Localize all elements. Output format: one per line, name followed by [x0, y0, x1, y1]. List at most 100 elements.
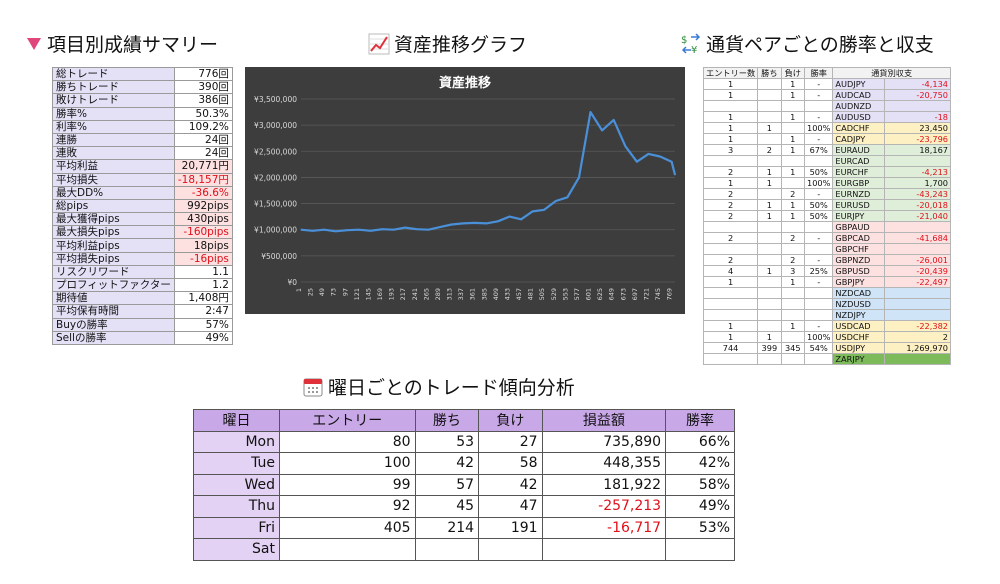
- summary-row: 期待値 1,408円: [52, 291, 233, 306]
- weekday-win-rate: 66%: [665, 430, 735, 453]
- pair-win-rate: 50%: [803, 166, 834, 178]
- pair-entry-count: [702, 298, 759, 310]
- pair-win-rate: -: [803, 89, 834, 101]
- weekday-pnl: [541, 538, 667, 561]
- pair-lose-count: 1: [780, 89, 805, 101]
- chart-data-point: [624, 145, 626, 147]
- weekday-win: 57: [414, 473, 480, 496]
- chart-x-tick-label: 313: [446, 288, 454, 300]
- pair-entry-count: 1: [702, 177, 759, 189]
- chart-data-point: [393, 229, 395, 231]
- pair-win-count: [757, 188, 782, 200]
- pair-row: 1 1- CADJPY -23,796: [702, 133, 952, 145]
- pair-name: AUDJPY: [832, 78, 885, 90]
- pair-lose-count: [780, 155, 805, 167]
- pair-row: 2 2- EURNZD -43,243: [702, 188, 952, 200]
- pair-win-rate: -: [803, 133, 834, 145]
- chart-data-point: [427, 229, 430, 231]
- weekday-entry: 92: [279, 495, 416, 518]
- pair-win-count: 1: [757, 199, 782, 211]
- pair-pnl: -22,497: [883, 276, 952, 288]
- pair-name: GBPCAD: [832, 232, 885, 244]
- chart-x-tick-label: 193: [388, 288, 396, 300]
- chart-x-tick-label: 25: [307, 288, 315, 296]
- pair-name: EURCAD: [832, 155, 885, 167]
- pair-header-cell: 負け: [780, 67, 805, 79]
- currency-pair-table-body: エントリー数 勝ち 負け 勝率 通貨別収支 1 1- AUDJPY -4,134 1 1- AUDCA…: [702, 67, 952, 365]
- summary-row: 平均保有時間 2:47: [52, 304, 233, 319]
- pair-name: AUDNZD: [832, 100, 885, 112]
- pair-name: AUDUSD: [832, 111, 885, 123]
- weekday-win-rate: 58%: [665, 473, 735, 496]
- summary-value: 1.2: [173, 277, 233, 293]
- chart-data-point: [601, 129, 603, 131]
- chart-x-tick-label: 361: [469, 288, 477, 300]
- summary-section-title: 項目別成績サマリー: [27, 30, 218, 57]
- pair-win-rate: -: [803, 111, 834, 123]
- weekday-lose: 47: [478, 495, 543, 518]
- pair-win-rate: 50%: [803, 199, 834, 211]
- pair-pnl: -23,796: [883, 133, 952, 145]
- weekday-entry: 80: [279, 430, 416, 453]
- pair-win-count: [757, 111, 782, 123]
- chart-x-tick-label: 721: [642, 288, 650, 300]
- chart-x-tick-label: 577: [573, 288, 581, 300]
- pair-pnl: [883, 221, 952, 233]
- weekday-win-rate: 53%: [665, 516, 735, 539]
- pair-lose-count: 1: [780, 111, 805, 123]
- pair-win-count: 399: [757, 342, 782, 354]
- pair-lose-count: 2: [780, 232, 805, 244]
- weekday-row: Tue 100 42 58 448,355 42%: [193, 452, 735, 475]
- pair-win-rate: [803, 287, 834, 299]
- pair-win-count: [757, 276, 782, 288]
- chart-x-tick-label: 553: [561, 288, 569, 300]
- summary-label: プロフィットファクター: [52, 277, 175, 293]
- pair-lose-count: [780, 331, 805, 343]
- pair-row: 1 1 100% CADCHF 23,450: [702, 122, 952, 134]
- pair-name: EURGBP: [832, 177, 885, 189]
- pair-entry-count: 1: [702, 320, 759, 332]
- weekday-pnl: 448,355: [541, 452, 667, 475]
- pair-pnl: [883, 155, 952, 167]
- pair-pnl: [883, 353, 952, 365]
- pair-row: 744 399 345 54% USDJPY 1,269,970: [702, 342, 952, 354]
- chart-data-point: [674, 174, 676, 176]
- chart-x-tick-label: 97: [341, 288, 349, 296]
- pair-row: 3 2 1 67% EURAUD 18,167: [702, 144, 952, 156]
- weekday-entry: 100: [279, 452, 416, 475]
- chart-data-point: [671, 161, 673, 163]
- chart-data-point: [566, 196, 568, 198]
- summary-value: 390回: [173, 80, 233, 95]
- summary-label: 期待値: [52, 291, 175, 306]
- summary-row: 総pips 992pips: [52, 198, 233, 214]
- weekday-header-cell: 損益額: [541, 409, 667, 432]
- weekday-lose: 58: [478, 452, 543, 475]
- chart-x-tick-label: 49: [318, 288, 326, 296]
- pair-row: 1 1 100% USDCHF 2: [702, 331, 952, 343]
- pair-pnl: [883, 298, 952, 310]
- pair-row: NZDUSD: [702, 298, 952, 310]
- pair-entry-count: [702, 353, 759, 365]
- pair-win-count: [757, 155, 782, 167]
- chart-x-tick-label: 601: [585, 288, 593, 300]
- summary-label: リスクリワード: [52, 264, 175, 280]
- pair-pnl: -20,018: [883, 199, 952, 211]
- weekday-row: Thu 92 45 47 -257,213 49%: [193, 495, 735, 518]
- pair-row: 4 1 3 25% GBPUSD -20,439: [702, 265, 952, 277]
- summary-label: 総トレード: [52, 66, 175, 82]
- chart-data-point: [450, 223, 453, 226]
- pair-name: GBPAUD: [832, 221, 885, 233]
- chart-data-point: [346, 229, 348, 231]
- chart-increasing-icon: [368, 33, 390, 55]
- currency-pair-table: エントリー数 勝ち 負け 勝率 通貨別収支 1 1- AUDJPY -4,134 1 1- AUDCA…: [702, 67, 952, 365]
- pair-header-row: エントリー数 勝ち 負け 勝率 通貨別収支: [702, 67, 951, 79]
- summary-value: 1.1: [173, 264, 233, 280]
- chart-data-point: [497, 220, 499, 222]
- summary-row: 勝率% 50.3%: [52, 106, 233, 121]
- pair-row: AUDNZD: [702, 100, 952, 112]
- weekday-row: Fri 405 214 191 -16,717 53%: [193, 516, 735, 539]
- chart-y-tick-label: ¥1,000,000: [254, 226, 297, 235]
- summary-row: Buyの勝率 57%: [52, 317, 233, 332]
- weekday-win-rate: [665, 538, 735, 561]
- summary-label: 平均損失: [52, 172, 175, 187]
